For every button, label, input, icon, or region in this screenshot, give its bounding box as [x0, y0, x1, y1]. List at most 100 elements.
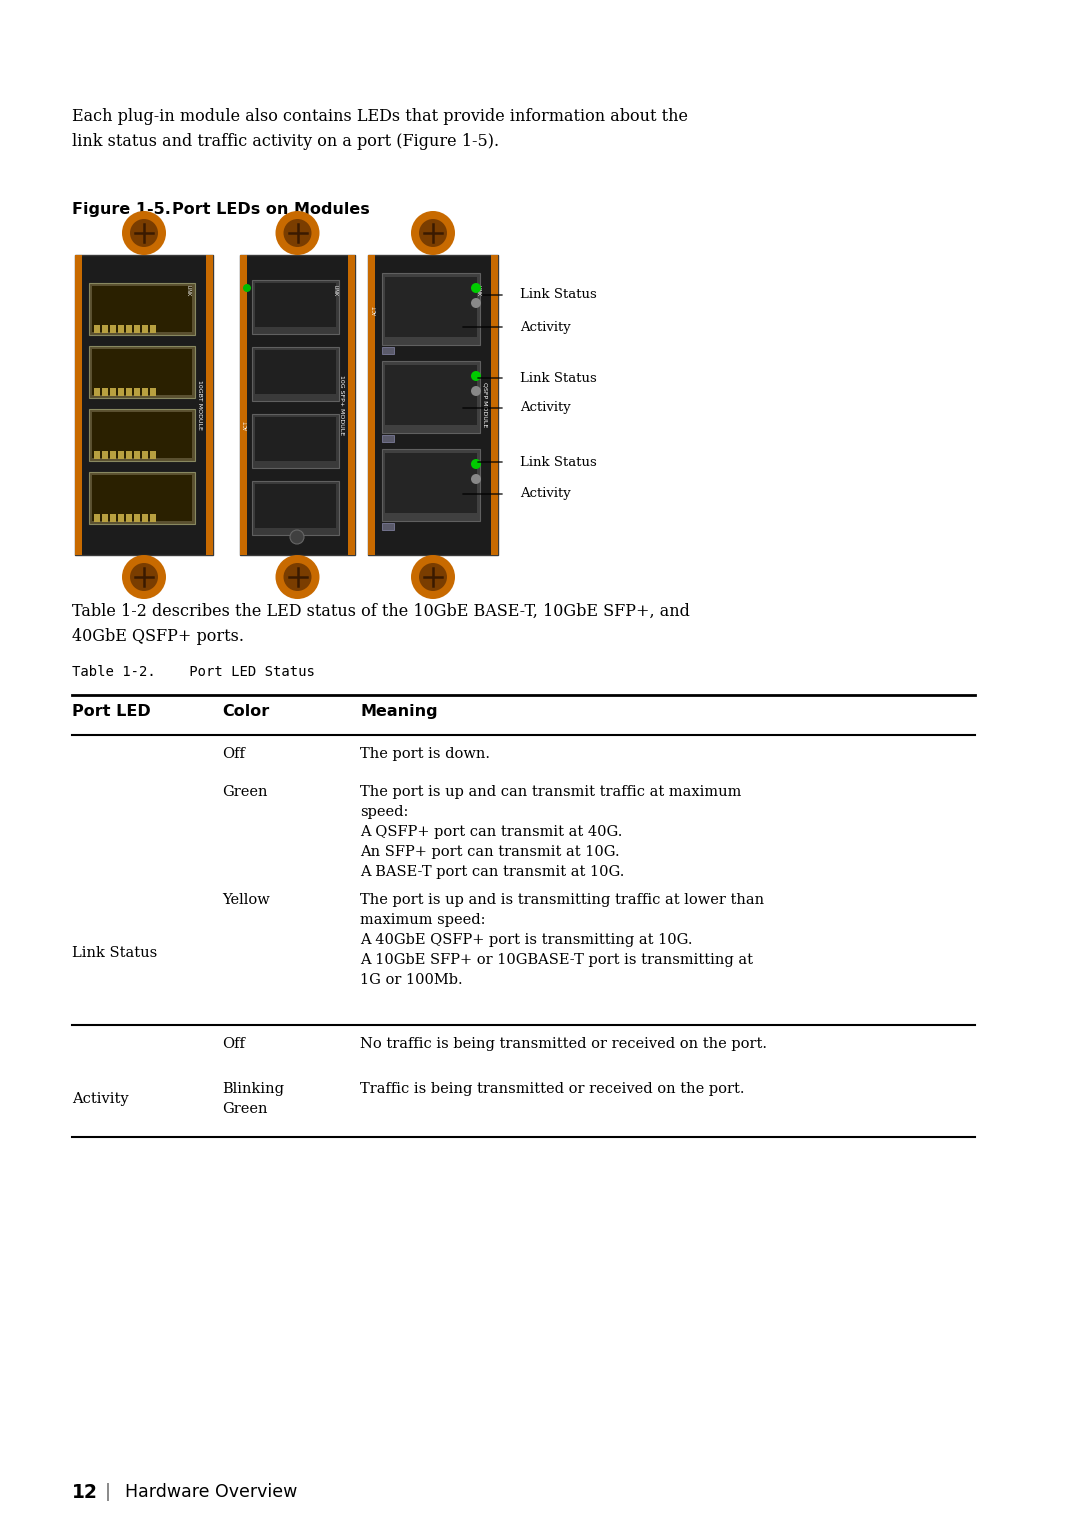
Bar — [382, 434, 394, 442]
Bar — [102, 388, 108, 396]
Bar — [92, 349, 192, 394]
Bar — [134, 514, 140, 521]
Bar — [89, 408, 195, 462]
Bar — [75, 255, 213, 555]
Circle shape — [130, 563, 158, 592]
Bar — [118, 451, 124, 459]
Bar — [150, 514, 156, 521]
Circle shape — [283, 219, 311, 248]
Bar — [384, 277, 477, 336]
Bar — [382, 523, 394, 531]
Text: The port is down.: The port is down. — [360, 748, 490, 761]
Text: The port is up and can transmit traffic at maximum
speed:
A QSFP+ port can trans: The port is up and can transmit traffic … — [360, 784, 741, 879]
Text: Port LEDs on Modules: Port LEDs on Modules — [172, 202, 369, 217]
Bar — [384, 365, 477, 425]
Circle shape — [275, 555, 320, 599]
Circle shape — [411, 555, 455, 599]
Circle shape — [471, 474, 481, 485]
Text: ACT: ACT — [243, 420, 248, 430]
Bar — [491, 255, 498, 555]
Text: LINK: LINK — [333, 284, 337, 297]
Text: Yellow: Yellow — [222, 893, 270, 907]
Text: Hardware Overview: Hardware Overview — [125, 1483, 297, 1501]
Bar — [252, 482, 339, 535]
Text: No traffic is being transmitted or received on the port.: No traffic is being transmitted or recei… — [360, 1037, 767, 1050]
Bar — [92, 411, 192, 459]
Text: QSFP MODULE: QSFP MODULE — [483, 382, 487, 428]
Bar — [118, 514, 124, 521]
Bar — [126, 326, 132, 333]
Text: Traffic is being transmitted or received on the port.: Traffic is being transmitted or received… — [360, 1083, 744, 1096]
Bar — [102, 451, 108, 459]
Text: Table 1-2.    Port LED Status: Table 1-2. Port LED Status — [72, 665, 315, 679]
Bar — [141, 514, 148, 521]
Bar — [240, 255, 355, 555]
Bar — [94, 326, 100, 333]
Bar — [92, 476, 192, 521]
Text: Off: Off — [222, 1037, 245, 1050]
Text: LINK: LINK — [186, 284, 190, 297]
Circle shape — [471, 298, 481, 307]
Bar — [126, 451, 132, 459]
Circle shape — [419, 563, 447, 592]
Bar — [134, 451, 140, 459]
Bar — [134, 388, 140, 396]
Circle shape — [471, 283, 481, 294]
Bar — [126, 514, 132, 521]
Circle shape — [122, 555, 166, 599]
Bar — [382, 347, 394, 355]
Bar — [255, 350, 336, 394]
Text: 10GBT MODULE: 10GBT MODULE — [198, 381, 203, 430]
Text: Green: Green — [222, 784, 268, 800]
Bar — [89, 472, 195, 524]
Text: 12: 12 — [72, 1483, 98, 1501]
Circle shape — [122, 211, 166, 255]
Text: Activity: Activity — [72, 1092, 129, 1105]
Text: Blinking
Green: Blinking Green — [222, 1083, 284, 1116]
Bar — [150, 388, 156, 396]
Text: Port LED: Port LED — [72, 703, 151, 719]
Circle shape — [471, 385, 481, 396]
Text: Link Status: Link Status — [519, 289, 597, 301]
Bar — [89, 346, 195, 398]
Bar — [94, 388, 100, 396]
Bar — [102, 326, 108, 333]
Circle shape — [419, 219, 447, 248]
Bar — [94, 451, 100, 459]
Text: 10G SFP+ MODULE: 10G SFP+ MODULE — [339, 375, 345, 436]
Bar — [141, 388, 148, 396]
Text: Table 1-2 describes the LED status of the 10GbE BASE-T, 10GbE SFP+, and: Table 1-2 describes the LED status of th… — [72, 602, 690, 619]
Bar — [255, 283, 336, 327]
Bar — [348, 255, 355, 555]
Text: Color: Color — [222, 703, 269, 719]
Bar — [368, 255, 498, 555]
Text: ACT: ACT — [373, 304, 378, 315]
Bar — [252, 347, 339, 401]
Bar — [110, 388, 116, 396]
Bar — [110, 514, 116, 521]
Text: 40GbE QSFP+ ports.: 40GbE QSFP+ ports. — [72, 628, 244, 645]
Text: LINK: LINK — [475, 284, 481, 297]
Bar — [150, 451, 156, 459]
Bar — [89, 283, 195, 335]
Bar — [94, 514, 100, 521]
Text: Meaning: Meaning — [360, 703, 437, 719]
Text: Figure 1-5.: Figure 1-5. — [72, 202, 171, 217]
Bar — [382, 450, 480, 521]
Bar — [150, 326, 156, 333]
Circle shape — [471, 372, 481, 381]
Bar — [255, 417, 336, 462]
Bar — [255, 485, 336, 528]
Text: The port is up and is transmitting traffic at lower than
maximum speed:
A 40GbE : The port is up and is transmitting traff… — [360, 893, 765, 988]
Bar — [141, 326, 148, 333]
Text: Link Status: Link Status — [519, 372, 597, 384]
Bar — [118, 388, 124, 396]
Bar — [102, 514, 108, 521]
Text: Link Status: Link Status — [72, 946, 158, 960]
Bar — [110, 326, 116, 333]
Bar — [141, 451, 148, 459]
Bar — [382, 274, 480, 346]
Bar — [382, 361, 480, 433]
Bar — [75, 255, 82, 555]
Circle shape — [130, 219, 158, 248]
